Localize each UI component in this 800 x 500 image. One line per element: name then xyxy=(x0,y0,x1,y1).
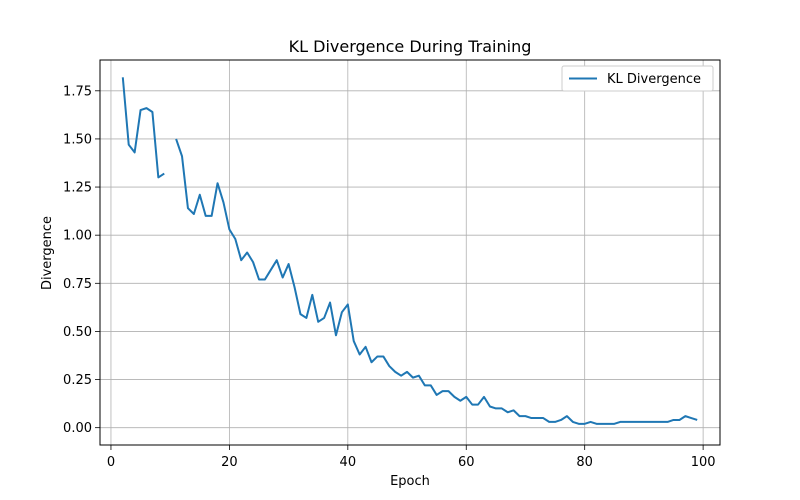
x-tick-label: 80 xyxy=(576,455,593,470)
x-tick-label: 100 xyxy=(691,455,716,470)
chart-title: KL Divergence During Training xyxy=(289,37,532,56)
x-tick-label: 40 xyxy=(340,455,357,470)
axes-frame xyxy=(99,59,721,446)
y-tick-label: 1.00 xyxy=(63,229,92,244)
x-axis-title: Epoch xyxy=(390,474,430,489)
y-axis-title: Divergence xyxy=(40,216,55,290)
y-tick-label: 0.50 xyxy=(63,325,92,340)
series-layer xyxy=(121,77,698,425)
y-tick-label: 0.00 xyxy=(63,421,92,436)
grid xyxy=(100,60,720,445)
series-line-kl-divergence xyxy=(175,138,698,425)
series-line-kl-divergence xyxy=(121,77,165,179)
y-tick-label: 1.50 xyxy=(63,132,92,147)
y-tick-label: 0.25 xyxy=(63,373,92,388)
legend-box xyxy=(561,65,714,92)
ticks: 0 20 40 60 80 100 0.00 0.25 0.50 0.75 1.00 1.25 1.50… xyxy=(63,84,715,470)
x-tick-label: 0 xyxy=(107,455,115,470)
plot-area xyxy=(100,60,720,445)
y-tick-label: 1.75 xyxy=(63,84,92,99)
legend: KL Divergence xyxy=(561,65,714,92)
legend-label: KL Divergence xyxy=(607,72,701,87)
y-tick-label: 0.75 xyxy=(63,277,92,292)
x-tick-label: 20 xyxy=(221,455,238,470)
y-tick-label: 1.25 xyxy=(63,181,92,196)
x-tick-label: 60 xyxy=(458,455,475,470)
